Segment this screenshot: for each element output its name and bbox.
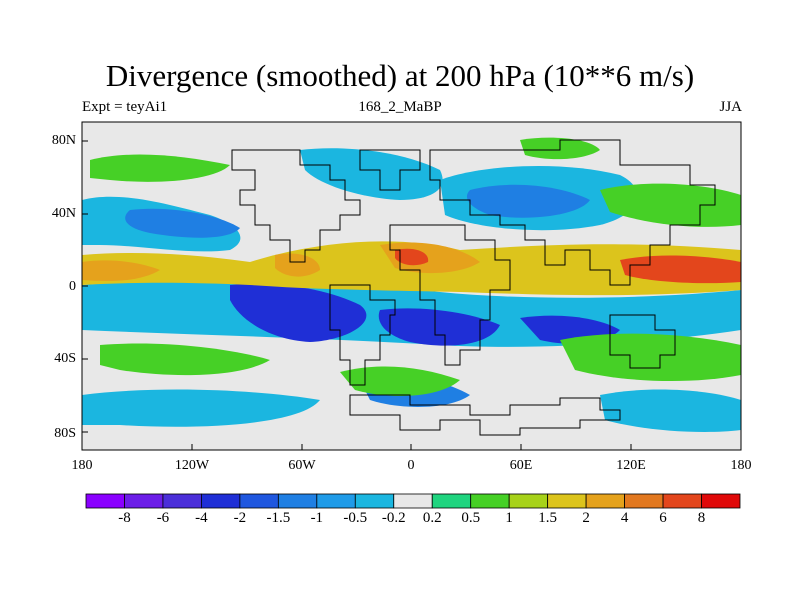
colorbar-swatch-7 [354, 493, 395, 509]
experiment-label: Expt = teyAi1 [82, 99, 168, 115]
coastlines [231, 139, 716, 436]
colorbar-level-14: 6 [659, 510, 667, 526]
colorbar-level-10: 1 [505, 510, 513, 526]
coast-australia [609, 314, 676, 369]
colorbar-level-6: -0.5 [343, 510, 368, 526]
axis-ticks [81, 140, 742, 450]
lon-label-180w: 180 [71, 458, 93, 473]
coast-south-america [329, 284, 396, 386]
season-label: JJA [719, 99, 742, 115]
colorbar-swatch-12 [547, 493, 587, 509]
colorbar-swatch-6 [316, 493, 356, 509]
lat-label-80s: 80S [54, 426, 76, 441]
colorbar-level-8: 0.2 [422, 510, 442, 526]
colorbar-level-12: 2 [582, 510, 590, 526]
colorbar-level-4: -1.5 [266, 510, 291, 526]
colorbar-level-9: 0.5 [461, 510, 481, 526]
colorbar-level-0: -8 [118, 510, 131, 526]
colorbar-level-15: 8 [697, 510, 706, 526]
colorbar-swatch-13 [585, 493, 625, 509]
colorbar-swatch-8 [393, 493, 433, 509]
coast-north-america [231, 149, 361, 263]
neg-weak-north-atlantic [300, 148, 443, 200]
colorbar-swatch-14 [624, 493, 664, 509]
colorbar-level-5: -1 [310, 510, 324, 526]
colorbar-swatch-15 [662, 493, 702, 509]
colorbar-level-11: 1.5 [538, 510, 558, 526]
colorbar-level-2: -4 [195, 510, 208, 526]
contour-field [82, 122, 741, 450]
colorbar-swatch-5 [277, 493, 318, 509]
lat-label-80n: 80N [51, 133, 76, 148]
pos-weak-north-pacific [90, 154, 230, 182]
colorbar-swatch-1 [124, 493, 164, 509]
coast-africa [389, 224, 511, 366]
neg-mid-north-pacific [125, 208, 240, 238]
colorbar-swatch-11 [508, 493, 549, 509]
pos-weak-south-indian [560, 333, 741, 382]
colorbar-swatch-10 [470, 493, 510, 509]
colorbar-swatch-3 [201, 493, 241, 509]
colorbar-swatch-16 [701, 493, 741, 509]
pos-weak-south-pacific [100, 343, 270, 376]
neg-strong-east-pacific [230, 283, 367, 342]
pos-weak-south-atlantic [340, 366, 460, 396]
lon-label-180e: 180 [730, 458, 752, 473]
pos-strong-central-america [275, 253, 320, 277]
neg-mid-europe [466, 184, 590, 218]
colorbar-level-3: -2 [233, 510, 247, 526]
colorbar-level-13: 4 [620, 510, 629, 526]
lon-label-120e: 120E [616, 458, 646, 473]
colorbar-swatch-0 [85, 493, 125, 509]
colorbar-level-7: -0.2 [381, 510, 406, 526]
lat-label-40s: 40S [54, 351, 76, 366]
plot-title: Divergence (smoothed) at 200 hPa (10**6 … [105, 58, 695, 93]
colorbar-level-1: -6 [156, 510, 170, 526]
lon-label-60e: 60E [509, 458, 533, 473]
colorbar-swatch-2 [162, 493, 202, 509]
pos-peak-africa-core [395, 248, 429, 266]
colorbar-swatch-4 [239, 493, 279, 509]
coast-antarctica [349, 394, 621, 436]
pos-weak-asia [600, 183, 741, 227]
lon-label-60w: 60W [288, 458, 316, 473]
lat-label-40n: 40N [51, 206, 76, 221]
pos-strong-west-pacific-edge [82, 260, 160, 281]
lon-label-120w: 120W [174, 458, 210, 473]
neg-strong-south-america [378, 308, 500, 346]
neg-weak-south-indian [600, 389, 741, 432]
neg-weak-southern [82, 389, 320, 427]
run-label: 168_2_MaBP [358, 99, 442, 115]
coast-greenland [359, 149, 421, 191]
colorbar [85, 493, 741, 509]
lon-label-0: 0 [407, 458, 415, 473]
colorbar-swatch-9 [431, 493, 472, 509]
coast-eurasia [429, 139, 716, 286]
lat-label-0: 0 [69, 279, 76, 294]
